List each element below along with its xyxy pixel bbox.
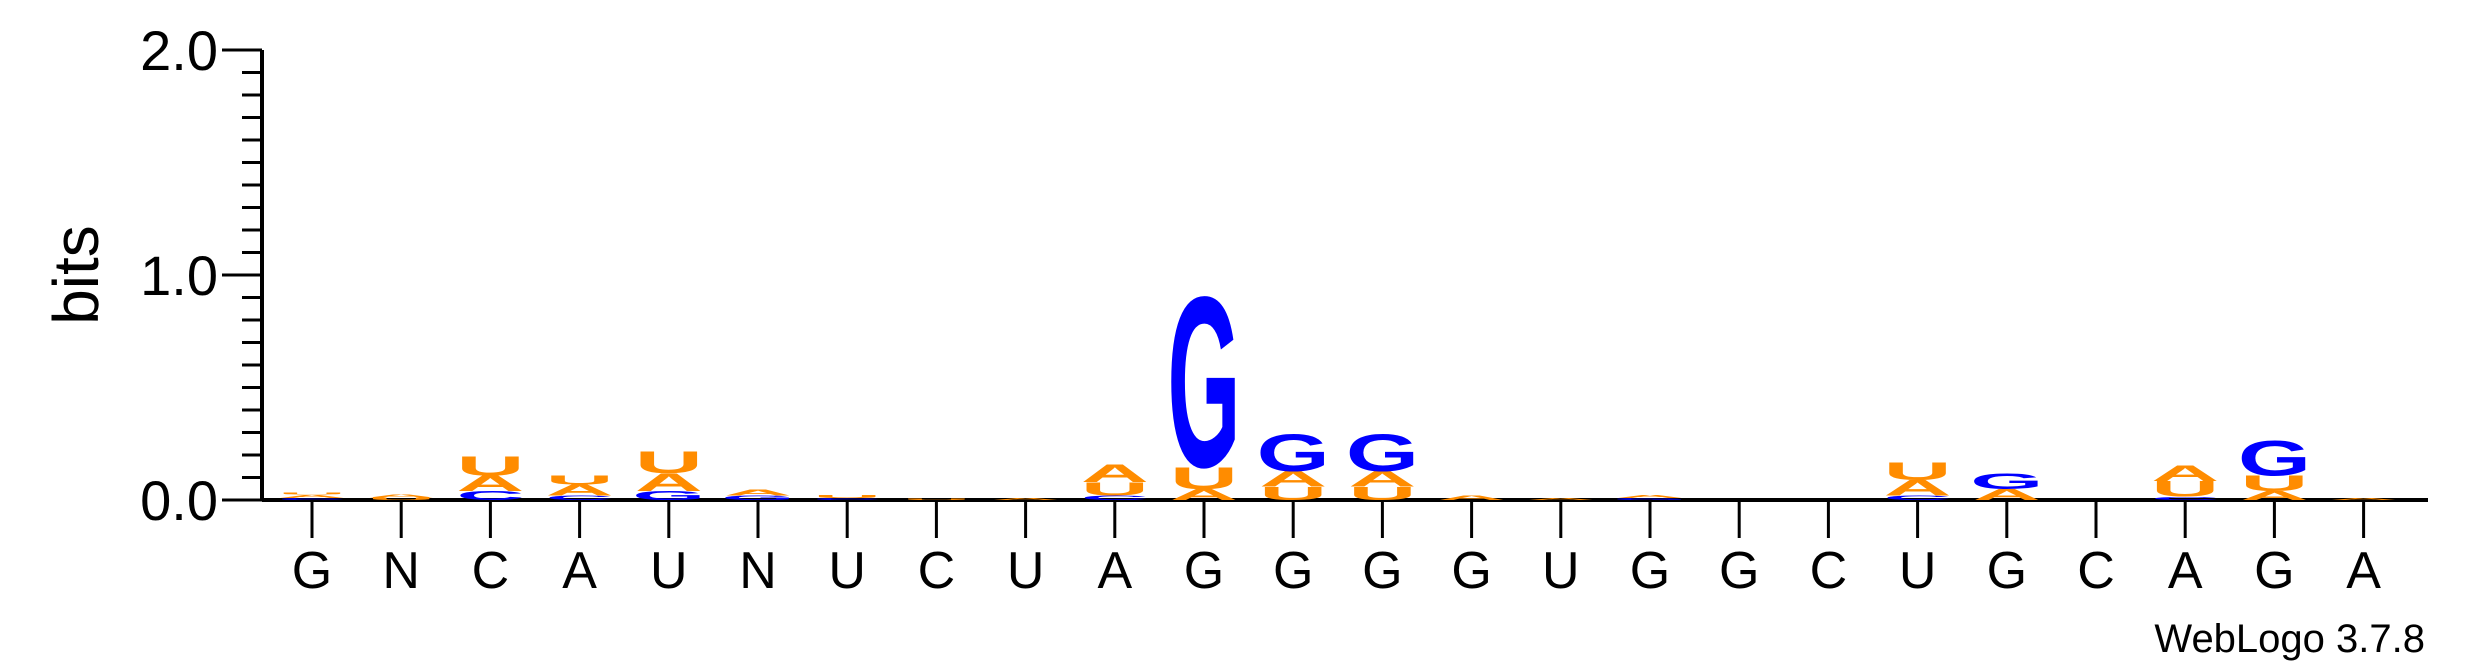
logo-letter-A: A xyxy=(2330,497,2398,500)
y-tick-label: 1.0 xyxy=(140,244,218,307)
weblogo-credit: WebLogo 3.7.8 xyxy=(2154,617,2425,661)
x-tick-label: G xyxy=(1987,542,2027,600)
x-tick-label: G xyxy=(292,542,332,600)
x-tick-label: G xyxy=(1362,542,1402,600)
logo-letter-A: A xyxy=(1527,497,1595,500)
x-tick-label: A xyxy=(562,542,597,600)
logo-letter-A: A xyxy=(2151,461,2219,485)
x-tick-label: A xyxy=(1097,542,1132,600)
logo-letter-U: U xyxy=(902,499,970,501)
x-tick-label: G xyxy=(1451,542,1491,600)
x-tick-label: G xyxy=(1630,542,1670,600)
x-tick-label: G xyxy=(2254,542,2294,600)
x-tick-label: U xyxy=(1007,542,1045,600)
x-tick-label: C xyxy=(918,542,956,600)
logo-letter-A: A xyxy=(1081,459,1149,487)
y-tick-label: 2.0 xyxy=(140,19,218,82)
x-tick-label: C xyxy=(2077,542,2115,600)
logo-letter-A: A xyxy=(724,489,792,498)
x-tick-label: N xyxy=(382,542,420,600)
y-axis-ticks: 0.0 1.0 2.0 xyxy=(140,19,262,532)
logo-letter-G: G xyxy=(1257,423,1330,482)
logo-letter-U: U xyxy=(546,473,614,487)
x-tick-label: N xyxy=(739,542,777,600)
x-tick-label: G xyxy=(1184,542,1224,600)
x-tick-label: U xyxy=(650,542,688,600)
logo-letter-U: U xyxy=(635,445,703,480)
logo-letter-A: A xyxy=(1438,494,1506,501)
logo-letter-U: U xyxy=(813,494,881,499)
logo-letter-U: U xyxy=(456,450,524,482)
x-tick-label: A xyxy=(2346,542,2381,600)
logo-letter-G: G xyxy=(1167,247,1240,519)
x-tick-label: C xyxy=(1810,542,1848,600)
x-tick-label: U xyxy=(1542,542,1580,600)
logo-letter-U: U xyxy=(1884,457,1952,485)
logo-letter-G: G xyxy=(2238,430,2311,486)
x-tick-label: G xyxy=(1719,542,1759,600)
x-tick-label: G xyxy=(1273,542,1313,600)
logo-letter-A: A xyxy=(1616,494,1684,499)
y-axis-title: bits xyxy=(40,225,112,325)
x-tick-label: U xyxy=(1899,542,1937,600)
x-tick-label: A xyxy=(2168,542,2203,600)
y-tick-label: 0.0 xyxy=(140,469,218,532)
logo-letter-G: G xyxy=(1346,423,1419,482)
x-tick-label: U xyxy=(828,542,866,600)
logo-letter-A: A xyxy=(992,498,1060,501)
logo-letter-U: U xyxy=(278,492,346,495)
x-tick-label: C xyxy=(472,542,510,600)
logo-letter-A: A xyxy=(367,493,435,498)
logo-letter-G: G xyxy=(1970,469,2043,493)
